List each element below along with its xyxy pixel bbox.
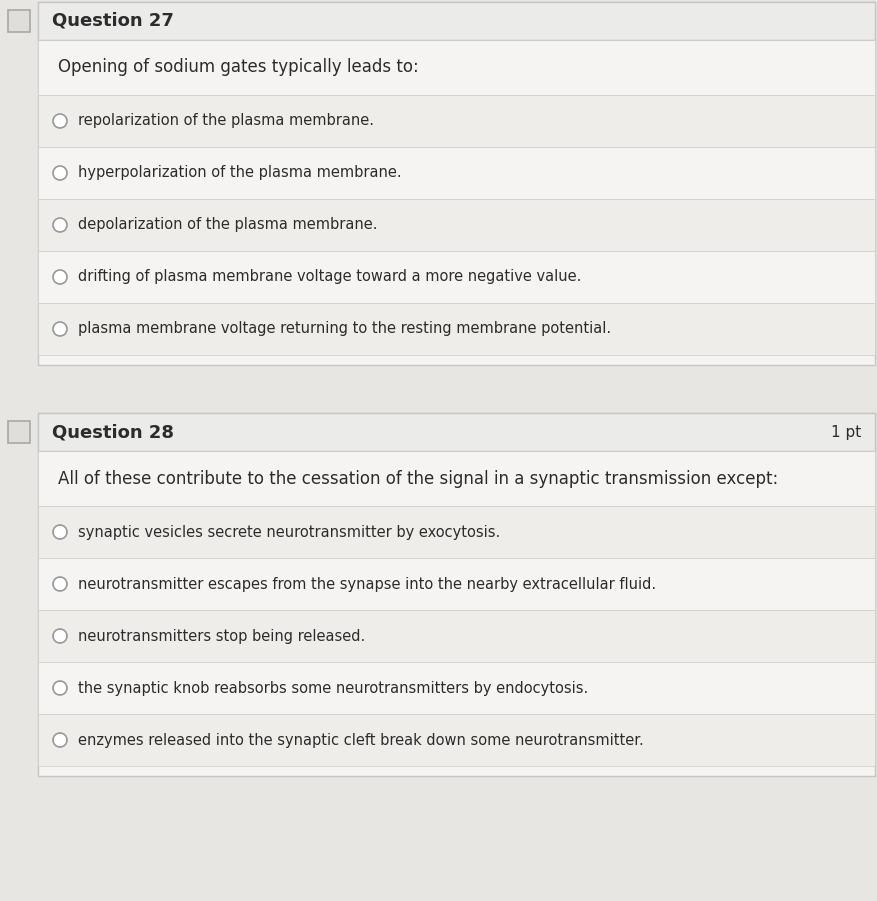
Bar: [38, 147, 874, 199]
Circle shape: [53, 166, 67, 180]
Circle shape: [53, 114, 67, 128]
Text: 1 pt: 1 pt: [830, 424, 860, 440]
Circle shape: [53, 525, 67, 539]
Text: Question 28: Question 28: [52, 423, 174, 441]
Text: Opening of sodium gates typically leads to:: Opening of sodium gates typically leads …: [58, 59, 418, 77]
Bar: [38, 714, 874, 766]
Text: drifting of plasma membrane voltage toward a more negative value.: drifting of plasma membrane voltage towa…: [78, 269, 581, 285]
Text: hyperpolarization of the plasma membrane.: hyperpolarization of the plasma membrane…: [78, 166, 401, 180]
Bar: [38, 610, 874, 662]
Text: All of these contribute to the cessation of the signal in a synaptic transmissio: All of these contribute to the cessation…: [58, 469, 777, 487]
Text: repolarization of the plasma membrane.: repolarization of the plasma membrane.: [78, 114, 374, 129]
Circle shape: [53, 577, 67, 591]
Bar: [38, 506, 874, 558]
Bar: [38, 303, 874, 355]
Circle shape: [53, 681, 67, 695]
Text: synaptic vesicles secrete neurotransmitter by exocytosis.: synaptic vesicles secrete neurotransmitt…: [78, 524, 500, 540]
Text: neurotransmitters stop being released.: neurotransmitters stop being released.: [78, 629, 365, 643]
Bar: [38, 199, 874, 251]
Bar: [8, 421, 30, 443]
Circle shape: [53, 322, 67, 336]
Circle shape: [53, 733, 67, 747]
Bar: [38, 413, 874, 451]
Bar: [8, 10, 30, 32]
Bar: [38, 451, 874, 506]
Text: neurotransmitter escapes from the synapse into the nearby extracellular fluid.: neurotransmitter escapes from the synaps…: [78, 577, 655, 591]
Text: the synaptic knob reabsorbs some neurotransmitters by endocytosis.: the synaptic knob reabsorbs some neurotr…: [78, 680, 588, 696]
Text: Question 27: Question 27: [52, 12, 174, 30]
Circle shape: [53, 270, 67, 284]
Bar: [38, 2, 874, 40]
Text: depolarization of the plasma membrane.: depolarization of the plasma membrane.: [78, 217, 377, 232]
Text: plasma membrane voltage returning to the resting membrane potential.: plasma membrane voltage returning to the…: [78, 322, 610, 336]
Bar: [38, 40, 874, 95]
Bar: [38, 95, 874, 147]
Bar: [38, 558, 874, 610]
Bar: [38, 413, 874, 776]
Bar: [38, 251, 874, 303]
Text: enzymes released into the synaptic cleft break down some neurotransmitter.: enzymes released into the synaptic cleft…: [78, 733, 643, 748]
Circle shape: [53, 629, 67, 643]
Bar: [38, 2, 874, 365]
Bar: [38, 662, 874, 714]
Circle shape: [53, 218, 67, 232]
